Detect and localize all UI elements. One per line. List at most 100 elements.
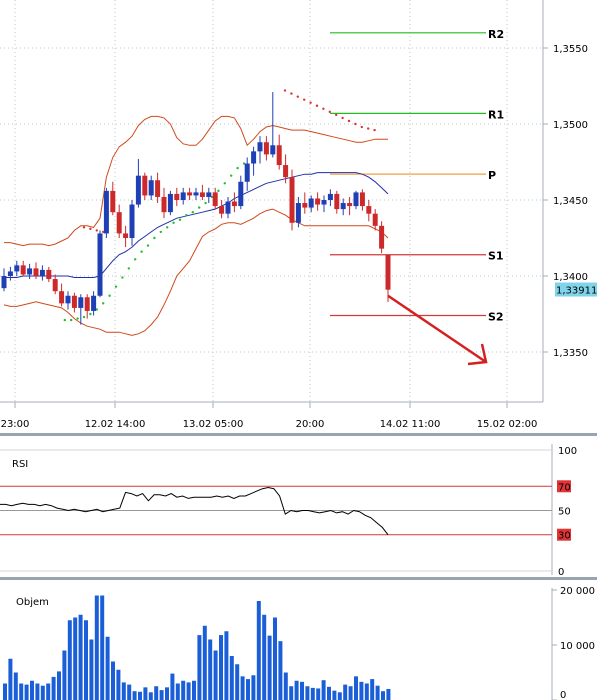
volume-bar bbox=[364, 683, 369, 700]
volume-bar bbox=[159, 690, 164, 700]
volume-tick-label: 10 000 bbox=[560, 641, 595, 652]
volume-bar bbox=[343, 684, 348, 700]
sar-dot-high bbox=[341, 116, 344, 120]
candle-body bbox=[295, 203, 301, 223]
rsi-level-badge bbox=[557, 528, 571, 541]
volume-bar bbox=[132, 691, 137, 700]
candle-body bbox=[46, 269, 52, 280]
volume-bar bbox=[105, 636, 110, 700]
candle-body bbox=[244, 163, 250, 182]
sar-dot bbox=[210, 195, 214, 199]
sar-dot bbox=[198, 206, 201, 209]
volume-bar bbox=[327, 686, 331, 700]
volume-bar bbox=[46, 683, 51, 700]
x-tick-label: 12.02 14:00 bbox=[85, 419, 146, 430]
rsi-line bbox=[0, 486, 389, 536]
sar-dot-high bbox=[309, 101, 312, 104]
sar-dot bbox=[127, 267, 130, 270]
volume-bar bbox=[332, 690, 337, 700]
sar-dot-high bbox=[354, 122, 357, 126]
volume-bar bbox=[305, 686, 310, 700]
volume-bar bbox=[192, 680, 196, 700]
sar-dot-high bbox=[347, 119, 351, 123]
candle-body bbox=[225, 201, 231, 214]
sar-dot bbox=[230, 174, 233, 177]
y-tick-label: 1,3350 bbox=[553, 348, 588, 359]
current-price-box bbox=[555, 282, 597, 297]
volume-bar bbox=[121, 682, 126, 700]
rsi-tick-label: 70 bbox=[558, 482, 571, 493]
y-tick-label: 1,3500 bbox=[553, 120, 588, 131]
panel-separator-2 bbox=[0, 577, 597, 580]
volume-bar bbox=[256, 601, 261, 700]
candle-body bbox=[123, 233, 129, 238]
sar-dot bbox=[114, 285, 118, 288]
volume-bar bbox=[273, 617, 277, 700]
volume-bar bbox=[219, 635, 223, 700]
candle-body bbox=[283, 165, 289, 178]
pivot-label-s2: S2 bbox=[488, 311, 504, 324]
volume-bar bbox=[186, 682, 191, 700]
volume-bar bbox=[13, 672, 18, 700]
sar-dot bbox=[95, 308, 99, 311]
volume-tick-label: 20 000 bbox=[560, 586, 595, 597]
sar-dot bbox=[166, 226, 169, 229]
volume-bar bbox=[127, 684, 132, 700]
candle-body bbox=[206, 192, 212, 197]
volume-bar bbox=[251, 675, 256, 700]
volume-bar bbox=[40, 685, 45, 700]
volume-bar bbox=[78, 614, 83, 700]
main-y-tick-labels: 1,3550 1,3500 1,3450 1,3400 1,3350 bbox=[543, 44, 588, 359]
sar-dot-high bbox=[335, 113, 338, 117]
pivot-label-r1: R1 bbox=[488, 108, 504, 121]
x-tick-label: 20:00 bbox=[296, 419, 325, 430]
candle-body bbox=[289, 177, 295, 223]
rsi-tick-label: 30 bbox=[558, 531, 571, 542]
sar-dot bbox=[134, 258, 137, 261]
sar-dot-high bbox=[373, 128, 376, 132]
volume-bar bbox=[348, 686, 353, 700]
candle-body bbox=[308, 198, 314, 208]
sar-dot bbox=[204, 201, 207, 205]
candle-body bbox=[135, 175, 141, 205]
volume-bar bbox=[84, 620, 88, 700]
candle-body bbox=[372, 213, 378, 226]
candle-body bbox=[359, 192, 365, 207]
candle-body bbox=[116, 212, 122, 234]
candle-body bbox=[270, 145, 276, 155]
candle-body bbox=[129, 204, 135, 238]
volume-bar bbox=[294, 680, 299, 700]
candle-body bbox=[353, 192, 359, 207]
candle-body bbox=[199, 192, 205, 197]
rsi-tick-label: 0 bbox=[558, 567, 564, 578]
volume-bar bbox=[229, 656, 234, 700]
candle-body bbox=[52, 279, 58, 292]
volume-bar bbox=[170, 673, 175, 700]
candle-body bbox=[14, 265, 20, 272]
sar-dot-high bbox=[360, 125, 363, 129]
volume-bar bbox=[224, 631, 229, 700]
x-tick-label: 23:00 bbox=[1, 419, 30, 430]
sar-dot bbox=[63, 318, 66, 322]
candle-body bbox=[84, 297, 90, 311]
volume-bar bbox=[94, 595, 99, 700]
candle-body bbox=[327, 193, 333, 200]
sar-dot bbox=[236, 166, 239, 170]
volume-bar bbox=[181, 680, 186, 700]
volume-bar bbox=[143, 687, 148, 700]
volume-tick-label: 0 bbox=[560, 690, 566, 700]
bb-upper-band bbox=[4, 115, 388, 247]
sar-dot bbox=[185, 214, 188, 217]
candle-body bbox=[187, 192, 193, 196]
volume-bar bbox=[208, 639, 213, 700]
candle-body bbox=[385, 254, 391, 290]
candle-body bbox=[347, 203, 353, 207]
volume-bar bbox=[30, 680, 34, 700]
sar-dot-high bbox=[283, 89, 287, 92]
sar-dot bbox=[102, 302, 105, 305]
candle-body bbox=[219, 206, 225, 214]
volume-bar bbox=[100, 595, 105, 700]
candle-body bbox=[142, 175, 148, 196]
volume-bar bbox=[213, 650, 218, 700]
rsi-level-badge bbox=[557, 480, 571, 493]
